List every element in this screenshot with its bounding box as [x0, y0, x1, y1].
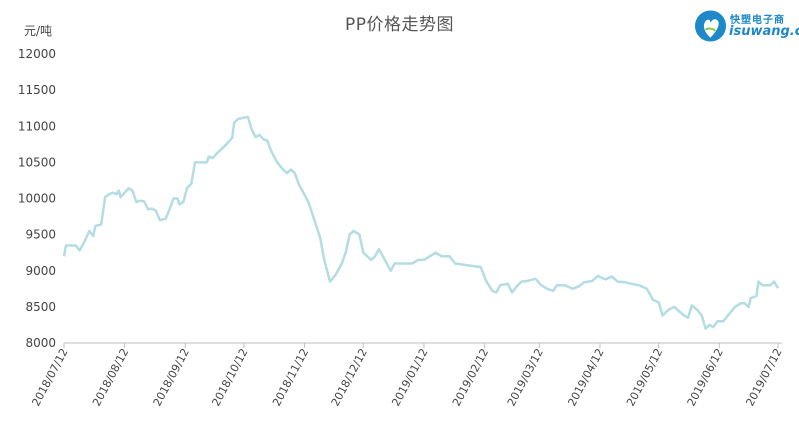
y-tick-label: 11500 — [18, 83, 56, 97]
x-tick-label: 2019/01/12 — [389, 346, 430, 408]
y-tick-label: 11000 — [18, 119, 56, 133]
brand-logo: 快塑电子商 isuwang.co — [692, 8, 799, 46]
logo-text-cn: 快塑电子商 — [730, 15, 785, 26]
y-tick-label: 12000 — [18, 47, 56, 61]
x-tick-label: 2019/05/12 — [624, 346, 665, 408]
x-tick-label: 2018/07/12 — [29, 346, 70, 408]
x-tick-label: 2019/06/12 — [685, 346, 726, 408]
series-line-pp-price — [62, 115, 780, 330]
x-tick-label: 2018/08/12 — [90, 346, 131, 408]
x-tick-labels: 2018/07/12 2018/08/12 2018/09/12 2018/10/12… — [29, 343, 785, 408]
x-tick-label: 2018/12/12 — [329, 346, 370, 408]
logo-icon — [694, 10, 727, 42]
x-tick-label: 2019/02/12 — [450, 346, 491, 408]
x-tick-label: 2018/10/12 — [209, 346, 250, 408]
y-tick-label: 10500 — [18, 155, 56, 169]
chart-title: PP价格走势图 — [344, 15, 454, 35]
y-axis-unit-label: 元/吨 — [24, 24, 53, 38]
y-tick-label: 10000 — [18, 192, 56, 206]
y-tick-label: 9500 — [25, 228, 56, 242]
logo-text-en: isuwang.co — [729, 24, 799, 39]
x-tick-label: 2018/11/12 — [270, 346, 311, 408]
y-tick-label: 8000 — [25, 336, 56, 350]
y-tick-labels: 8000 8500 9000 9500 10000 10500 11000 11500 1200… — [18, 47, 56, 350]
x-tick-label: 2019/07/12 — [743, 346, 784, 408]
x-tick-label: 2019/03/12 — [505, 346, 546, 408]
x-tick-label: 2018/09/12 — [151, 346, 192, 408]
y-tick-label: 8500 — [25, 300, 56, 314]
x-tick-label: 2019/04/12 — [565, 346, 606, 408]
y-tick-label: 9000 — [25, 264, 56, 278]
